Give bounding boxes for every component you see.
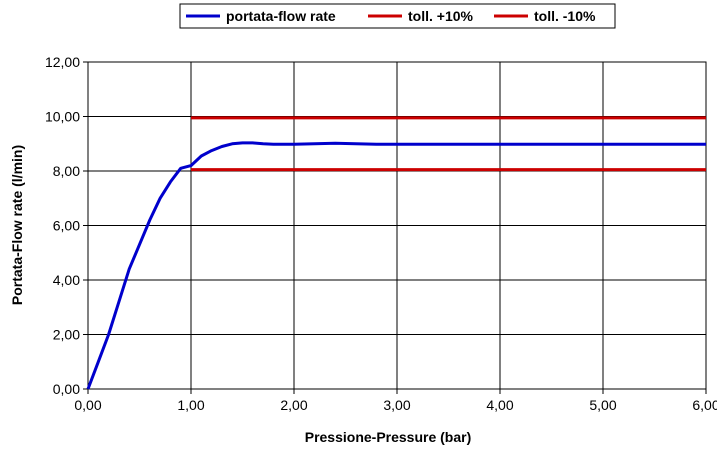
y-axis-label: Portata-Flow rate (l/min) [9, 145, 25, 305]
legend: portata-flow rate toll. +10% toll. -10% [179, 3, 616, 29]
x-tick-label: 5,00 [589, 397, 616, 413]
series-line-1 [86, 141, 706, 390]
y-tick-label: 6,00 [53, 218, 80, 234]
x-tick-label: 4,00 [486, 397, 513, 413]
x-axis-label: Pressione-Pressure (bar) [305, 429, 472, 445]
x-tick-label: 3,00 [383, 397, 410, 413]
legend-label: toll. +10% [408, 8, 474, 24]
y-tick-label: 0,00 [53, 381, 80, 397]
legend-label: portata-flow rate [226, 8, 336, 24]
y-tick-label: 12,00 [45, 54, 80, 70]
y-tick-label: 10,00 [45, 109, 80, 125]
legend-label: toll. -10% [534, 8, 596, 24]
axes: 0,00 1,00 2,00 3,00 4,00 5,00 6,00 0,00 2,00 4,00… [45, 54, 717, 413]
y-tick-label: 4,00 [53, 272, 80, 288]
x-tick-label: 2,00 [280, 397, 307, 413]
y-tick-label: 2,00 [53, 327, 80, 343]
series-layer [86, 116, 706, 390]
x-tick-label: 1,00 [177, 397, 204, 413]
y-tick-label: 8,00 [53, 163, 80, 179]
x-tick-label: 0,00 [74, 397, 101, 413]
x-tick-label: 6,00 [692, 397, 717, 413]
